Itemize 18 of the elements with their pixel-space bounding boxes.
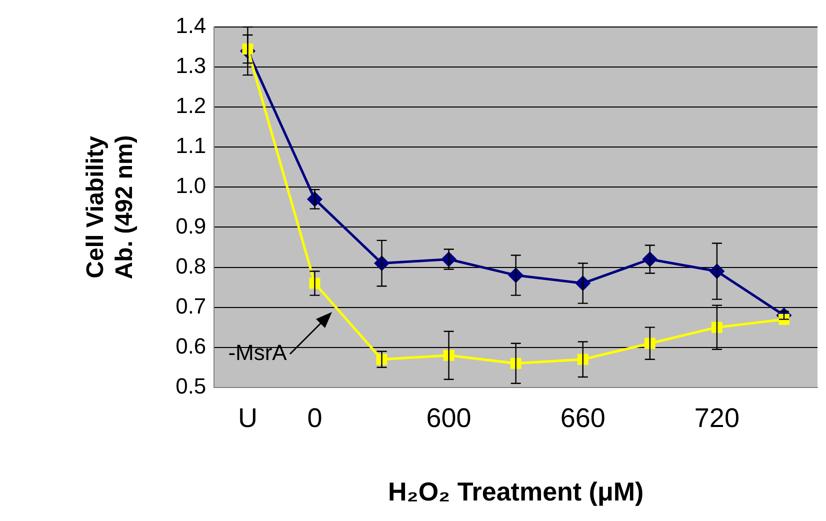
y-axis-title: Cell Viability Ab. (492 nm) xyxy=(82,135,138,280)
x-tick-label: 600 xyxy=(426,403,472,434)
y-tick-label: 0.7 xyxy=(176,293,206,318)
y-tick-label: 0.5 xyxy=(176,373,206,398)
y-tick-label: 1.1 xyxy=(176,133,206,158)
y-tick-label: 0.8 xyxy=(176,253,206,278)
x-axis-title: H₂O₂ Treatment (μM) xyxy=(388,476,644,507)
y-tick-label: 0.6 xyxy=(176,333,206,358)
x-tick-label: 720 xyxy=(694,403,740,434)
y-tick-label: 1.2 xyxy=(176,93,206,118)
y-tick-label: 1.3 xyxy=(176,53,206,78)
x-tick-label: 660 xyxy=(560,403,606,434)
x-tick-label: 0 xyxy=(307,403,322,434)
y-tick-label: 1.0 xyxy=(176,173,206,198)
x-tick-label: U xyxy=(238,403,258,434)
annotation: -MsrA xyxy=(228,340,287,366)
y-tick-label: 1.4 xyxy=(176,13,206,38)
y-tick-label: 0.9 xyxy=(176,213,206,238)
